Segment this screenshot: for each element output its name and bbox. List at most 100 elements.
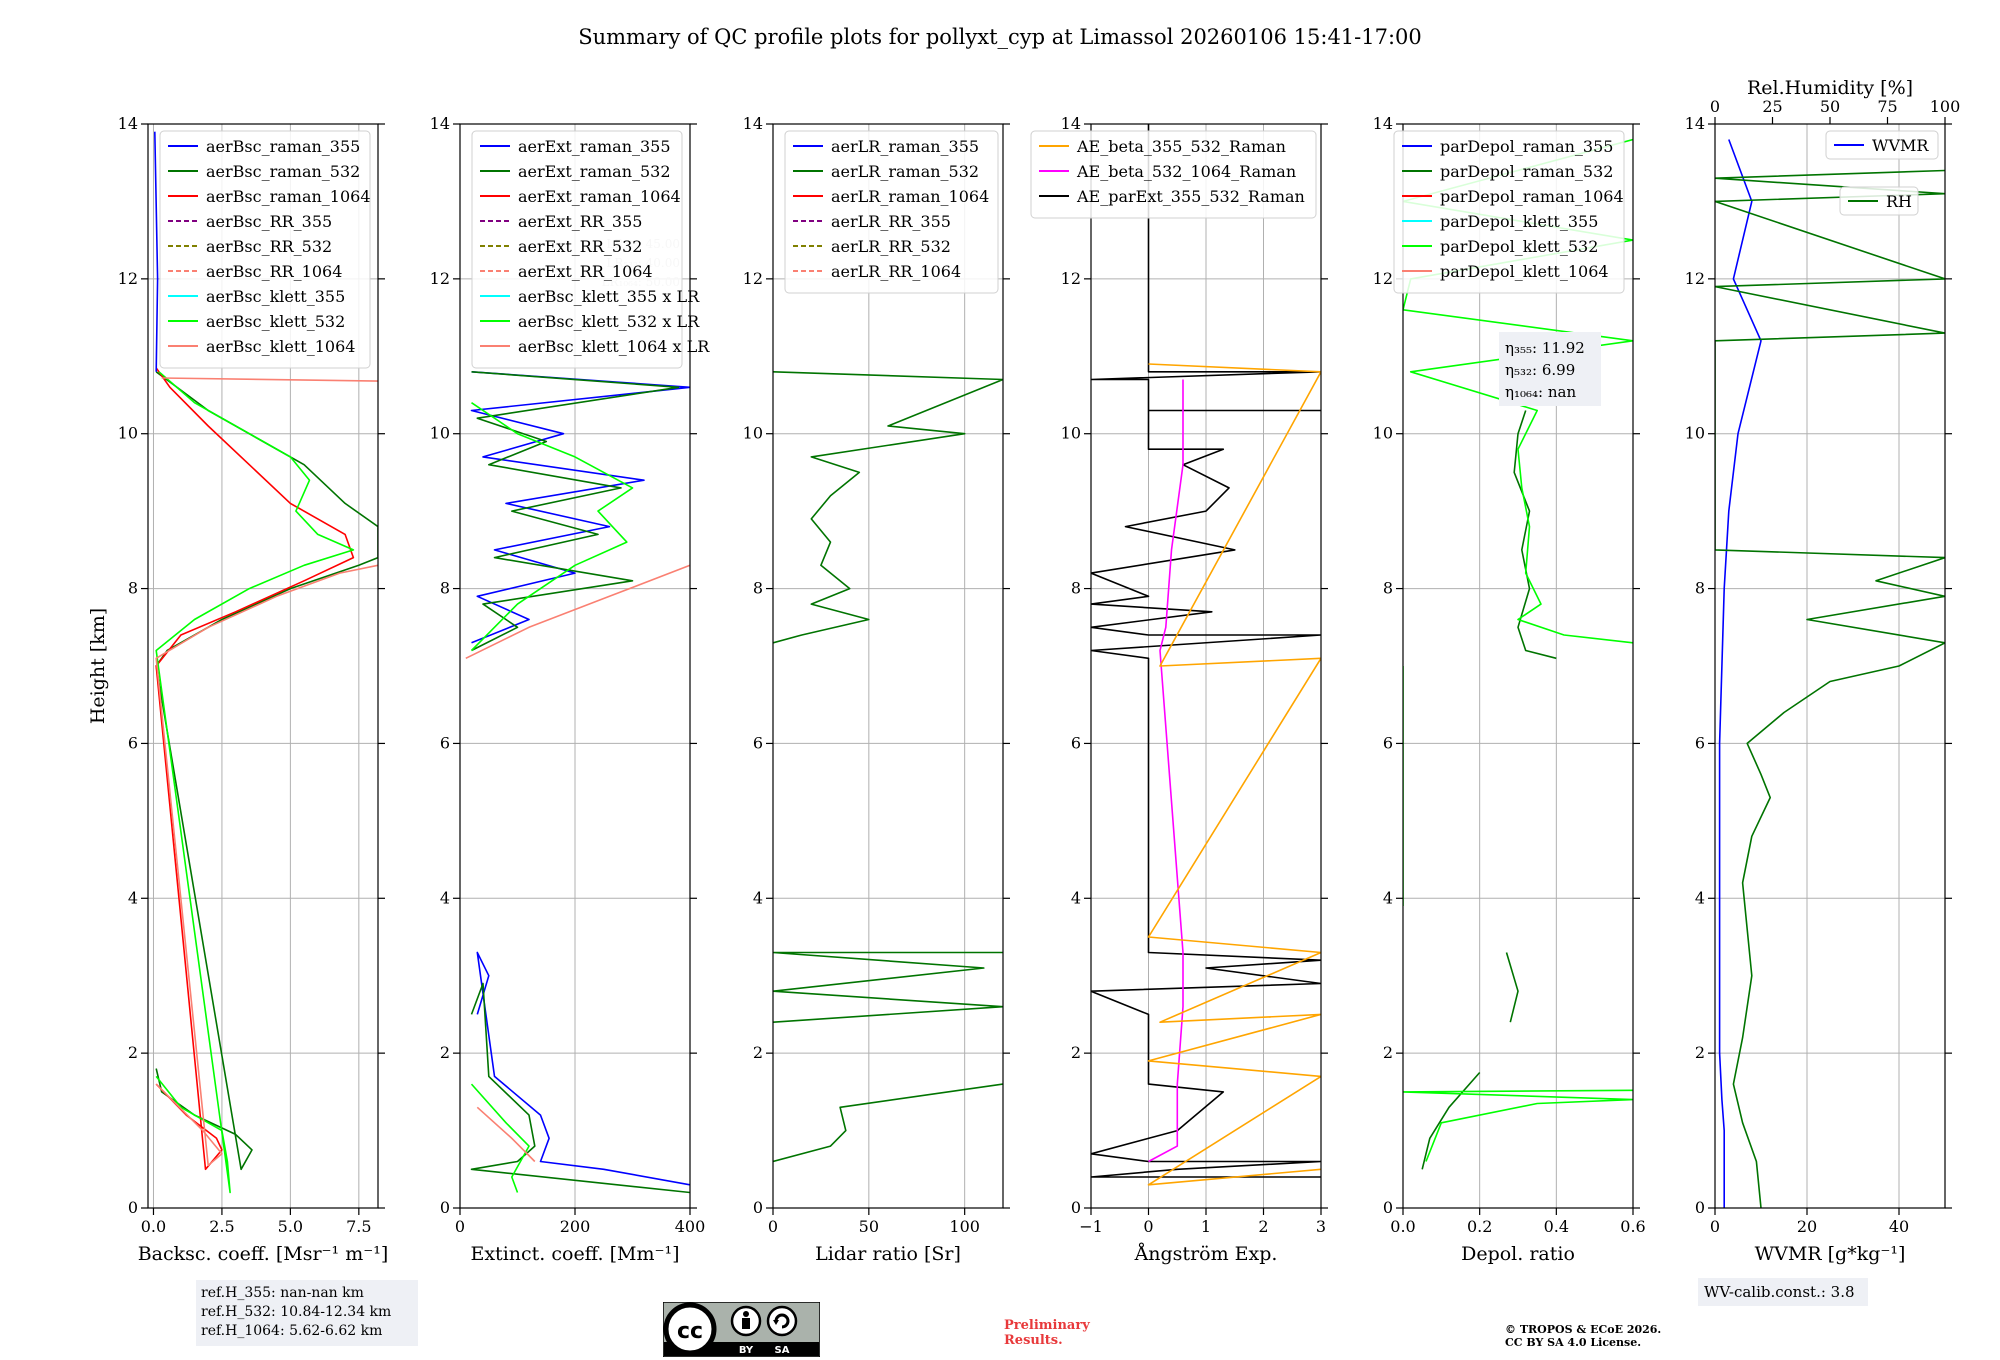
legend-label: aerExt_RR_355	[518, 212, 642, 231]
series-aerbsc-raman-1064	[155, 367, 355, 1171]
y-tick-label: 4	[440, 888, 450, 907]
x-tick-label: 40	[1889, 1217, 1909, 1236]
y-tick-label: 10	[743, 424, 763, 443]
y-tick-label: 2	[1695, 1043, 1705, 1062]
eta-annotation: η₃₅₅: 11.92	[1505, 339, 1585, 357]
legend-label: parDepol_raman_1064	[1440, 187, 1624, 206]
legend-label: aerBsc_RR_355	[206, 212, 332, 231]
y-tick-label: 6	[753, 733, 763, 752]
eta-box: η₃₅₅: 11.92 η₅₃₂: 6.99 η₁₀₆₄: nan	[1499, 332, 1601, 406]
y-tick-label: 14	[1061, 114, 1081, 133]
panel-depol: 0.0 0.2 0.4 0.6 0 2 4 6 8 10 12 14 Depol. ratio parDe…	[1373, 114, 1646, 1265]
y-tick-label: 8	[1071, 579, 1081, 598]
series-pardepol-raman-532-pbl	[1421, 1071, 1481, 1170]
y-tick-label: 12	[118, 269, 138, 288]
legend-label: aerBsc_raman_532	[206, 162, 360, 181]
x-axis-label: Lidar ratio [Sr]	[815, 1243, 961, 1265]
legend-label: aerLR_raman_1064	[831, 187, 989, 206]
legend-label: AE_parExt_355_532_Raman	[1076, 187, 1305, 206]
series-pardepol-klett-532-pbl	[1403, 1089, 1633, 1162]
y-tick-label: 8	[440, 579, 450, 598]
wv-calib-text: WV-calib.const.: 3.8	[1704, 1283, 1855, 1301]
panel-backscatter: 0.0 2.5 5.0 7.5 0 2 4 6 8 10 12 14 Backsc. coeff. [M…	[87, 114, 388, 1265]
axes-frame	[1402, 123, 1634, 1209]
copyright-line-2: CC BY SA 4.0 License.	[1505, 1336, 1641, 1349]
legend-label: aerLR_raman_532	[831, 162, 979, 181]
y-tick-label: 2	[1383, 1043, 1393, 1062]
legend-label: aerBsc_klett_1064 x LR	[518, 337, 710, 356]
eta-box-bg	[1499, 332, 1601, 406]
x-tick-label: 0.2	[1467, 1217, 1492, 1236]
wv-calib-box: WV-calib.const.: 3.8	[1698, 1278, 1868, 1306]
series-aerbsc-klett-532-x-lr	[470, 402, 634, 652]
series-rh	[1715, 169, 1945, 1208]
y-tick-label: 10	[430, 424, 450, 443]
x2-tick-label: 50	[1820, 97, 1840, 116]
x-tick-label: 2	[1258, 1217, 1268, 1236]
cc-sa-icon	[766, 1305, 798, 1337]
series-aerbsc-klett-1064	[155, 564, 378, 1167]
y-tick-label: 12	[430, 269, 450, 288]
series-aerbsc-raman-532	[155, 371, 378, 1171]
legend-label: AE_beta_355_532_Raman	[1076, 137, 1286, 156]
series-low-salmon	[476, 1106, 536, 1163]
series-group	[154, 131, 378, 1194]
axes-frame	[772, 123, 1004, 1209]
cc-by-label: BY	[739, 1345, 754, 1356]
y-tick-label: 14	[743, 114, 763, 133]
series-ae-beta-355-532-raman	[1147, 363, 1321, 1186]
y-axis-label: Height [km]	[87, 608, 109, 724]
x-tick-label: 2.5	[209, 1217, 234, 1236]
y-tick-label: 6	[1071, 733, 1081, 752]
ref-height-box: ref.H_355: nan-nan km ref.H_532: 10.84-1…	[196, 1280, 418, 1346]
y-tick-label: 0	[440, 1198, 450, 1217]
legend-label: aerExt_raman_355	[518, 137, 671, 156]
series-group	[465, 371, 690, 1194]
y-tick-label: 0	[1695, 1198, 1705, 1217]
legend-label: AE_beta_532_1064_Raman	[1076, 162, 1296, 181]
y-tick-label: 14	[1373, 114, 1393, 133]
legend-label: aerBsc_klett_532	[206, 312, 345, 331]
x-tick-label: 50	[859, 1217, 879, 1236]
series-ae-beta-532-1064-raman	[1148, 379, 1184, 1163]
legend-label: aerBsc_raman_1064	[206, 187, 371, 206]
axes-frame	[147, 123, 379, 1209]
cc-license-badge: cc BY SA	[663, 1302, 820, 1357]
x-tick-label: 400	[675, 1217, 706, 1236]
legend-label: aerBsc_klett_1064	[206, 337, 355, 356]
legend-label: RH	[1886, 192, 1912, 211]
axes-frame	[1714, 123, 1946, 1209]
y-tick-label: 6	[128, 733, 138, 752]
x-axis-label: WVMR [g*kg⁻¹]	[1755, 1243, 1906, 1265]
x-tick-label: 100	[949, 1217, 980, 1236]
y-tick-label: 10	[118, 424, 138, 443]
y-tick-label: 4	[1383, 888, 1393, 907]
legend: aerExt_raman_355 aerExt_raman_532 aerExt_r…	[471, 130, 710, 369]
legend-label: aerExt_raman_532	[518, 162, 671, 181]
x-tick-label: 3	[1316, 1217, 1326, 1236]
x2-tick-label: 0	[1710, 97, 1720, 116]
svg-text:cc: cc	[677, 1319, 703, 1344]
y-tick-label: 12	[1373, 269, 1393, 288]
x-axis-label: Ångström Exp.	[1134, 1243, 1278, 1265]
series-pardepol-raman-532-low	[1505, 952, 1519, 1023]
y-tick-label: 14	[430, 114, 450, 133]
x2-tick-label: 100	[1930, 97, 1961, 116]
x-tick-label: 0	[1710, 1217, 1720, 1236]
legend: WVMR	[1825, 130, 1939, 160]
eta-annotation: η₅₃₂: 6.99	[1505, 361, 1575, 379]
x-tick-label: 20	[1797, 1217, 1817, 1236]
series-aerbsc-raman-355	[154, 131, 159, 372]
legend-label: aerLR_raman_355	[831, 137, 979, 156]
y-tick-label: 8	[1383, 579, 1393, 598]
legend-label: aerLR_RR_532	[831, 237, 951, 256]
series-group	[1715, 139, 1945, 1208]
figure-title: Summary of QC profile plots for pollyxt_…	[578, 25, 1422, 49]
y-tick-label: 14	[1685, 114, 1705, 133]
x-tick-label: 7.5	[346, 1217, 371, 1236]
legend-label: parDepol_raman_532	[1440, 162, 1613, 181]
ref-height-1064: ref.H_1064: 5.62-6.62 km	[201, 1323, 382, 1339]
preliminary-line-2: Results.	[1004, 1333, 1063, 1348]
legend: AE_beta_355_532_Raman AE_beta_532_1064_Ra…	[1030, 130, 1317, 219]
